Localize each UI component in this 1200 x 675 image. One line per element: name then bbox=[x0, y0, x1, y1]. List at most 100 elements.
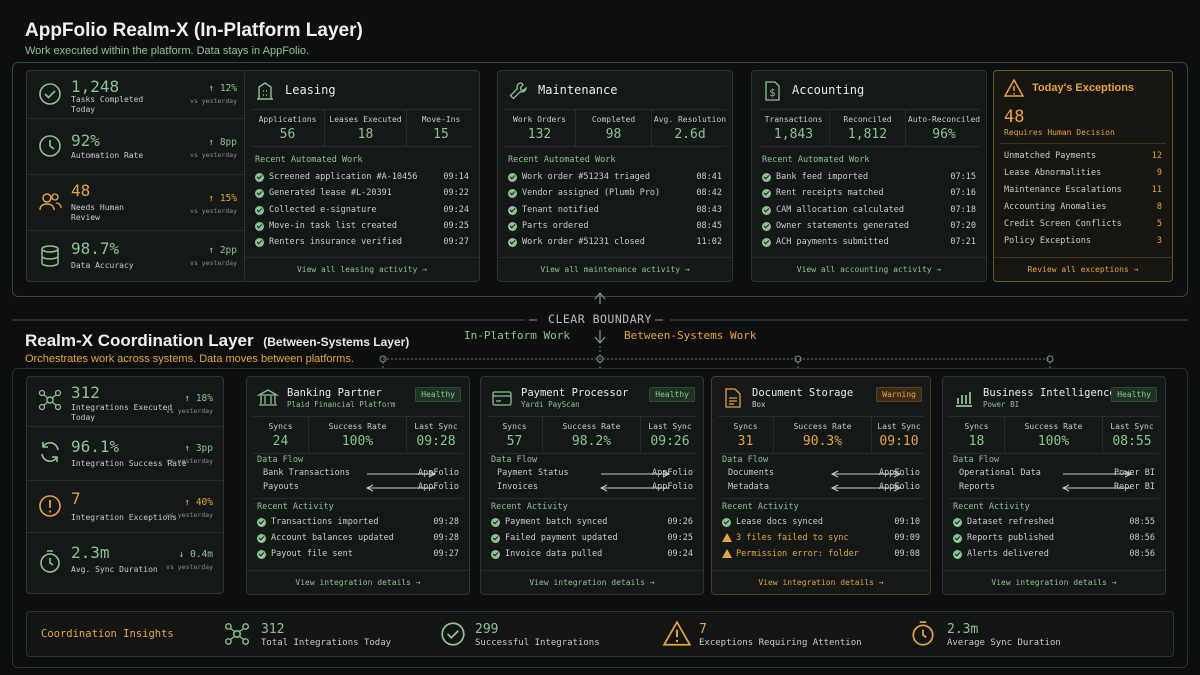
stat-delta: ↑ 12% bbox=[208, 83, 237, 94]
stat-vs: vs yesterday bbox=[190, 97, 237, 105]
check-icon bbox=[762, 189, 771, 198]
activity-item: Work order #51234 triaged 08:41 bbox=[508, 172, 722, 186]
review-exceptions-link[interactable]: Review all exceptions → bbox=[994, 257, 1172, 281]
view-integration-details-link[interactable]: View integration details → bbox=[943, 570, 1165, 594]
exception-row[interactable]: Accounting Anomalies 8 bbox=[1004, 202, 1162, 212]
timer-icon bbox=[40, 550, 60, 573]
integration-subtitle: Power BI bbox=[983, 400, 1020, 409]
metric-value: 15 bbox=[433, 127, 449, 142]
exception-row[interactable]: Credit Screen Conflicts 5 bbox=[1004, 219, 1162, 229]
view-integration-details-link[interactable]: View integration details → bbox=[247, 570, 469, 594]
leasing-card: Leasing Applications 56 Leases Executed 18… bbox=[244, 70, 480, 282]
between-systems-label: Between-Systems Work bbox=[624, 329, 757, 342]
warning-triangle-icon bbox=[663, 620, 691, 646]
data-flow-row: Payment Status AppFolio bbox=[497, 468, 693, 478]
metric-value: 56 bbox=[279, 127, 296, 142]
document-icon bbox=[725, 388, 741, 408]
network-icon bbox=[38, 389, 62, 411]
svg-text:$: $ bbox=[769, 88, 775, 99]
activity-item: Collected e-signature 09:24 bbox=[255, 205, 469, 219]
metric-value: 18 bbox=[357, 127, 374, 142]
status-badge: Healthy bbox=[415, 387, 461, 402]
exception-row[interactable]: Unmatched Payments 12 bbox=[1004, 151, 1162, 161]
activity-item: ACH payments submitted 07:21 bbox=[762, 237, 976, 251]
flow-arrow-icon bbox=[599, 484, 669, 492]
status-badge: Warning bbox=[876, 387, 922, 402]
stat-label-2: Today bbox=[71, 105, 96, 114]
boundary-label: CLEAR BOUNDARY bbox=[548, 312, 652, 326]
stat-tasks-completed: 1,248 Tasks Completed Today ↑ 12% vs yes… bbox=[27, 71, 247, 119]
people-icon bbox=[39, 193, 62, 211]
accounting-title: Accounting bbox=[792, 83, 865, 97]
view-accounting-link[interactable]: View all accounting activity → bbox=[752, 257, 986, 281]
check-icon bbox=[762, 206, 771, 215]
metric-value: 2.6d bbox=[674, 127, 706, 142]
stat-delta: ↑ 2pp bbox=[208, 245, 237, 256]
stat-value: 1,248 bbox=[71, 77, 120, 96]
integration-title: Payment Processor bbox=[521, 387, 629, 399]
data-flow-row: Operational Data Power BI bbox=[959, 468, 1155, 478]
building-icon bbox=[257, 82, 273, 100]
exception-row[interactable]: Lease Abnormalities 9 bbox=[1004, 168, 1162, 178]
bottom-layer-frame bbox=[12, 368, 1188, 668]
data-flow-row: Invoices AppFolio bbox=[497, 482, 693, 492]
view-integration-details-link[interactable]: View integration details → bbox=[712, 570, 930, 594]
section-label: Recent Automated Work bbox=[255, 155, 363, 165]
clock-icon bbox=[39, 135, 61, 157]
integration-title: Document Storage bbox=[752, 387, 854, 399]
data-flow-row: Payouts AppFolio bbox=[263, 482, 459, 492]
exception-row[interactable]: Maintenance Escalations 11 bbox=[1004, 185, 1162, 195]
metric-value: 1,843 bbox=[773, 127, 814, 142]
integration-card: Document Storage Box Warning Syncs 31 Success… bbox=[711, 376, 931, 595]
integration-card: Banking Partner Plaid Financial Platform H… bbox=[246, 376, 470, 595]
metric-label: Completed bbox=[591, 115, 636, 124]
stat-vs: vs yesterday bbox=[190, 259, 237, 267]
stat-label: Tasks Completed bbox=[71, 95, 144, 104]
check-icon bbox=[491, 550, 500, 559]
recent-activity-label: Recent Activity bbox=[953, 502, 1030, 512]
coordination-insights-bar: Coordination Insights 312 Total Integrat… bbox=[26, 611, 1174, 657]
metric-label: Avg. Resolution bbox=[653, 115, 727, 124]
leasing-title: Leasing bbox=[285, 83, 336, 97]
metric-value: 1,812 bbox=[847, 127, 888, 142]
stat-automation-rate: 92% Automation Rate ↑ 8pp vs yesterday bbox=[27, 119, 247, 175]
view-leasing-link[interactable]: View all leasing activity → bbox=[245, 257, 479, 281]
stat-delta: ↑ 15% bbox=[208, 193, 237, 204]
metric-value: 132 bbox=[527, 127, 552, 142]
exception-row[interactable]: Policy Exceptions 3 bbox=[1004, 236, 1162, 246]
bar-chart-icon bbox=[956, 392, 972, 407]
check-icon bbox=[255, 206, 264, 215]
stat-value: 92% bbox=[71, 131, 100, 150]
view-integration-details-link[interactable]: View integration details → bbox=[481, 570, 703, 594]
bottom-stats-card: 312 Integrations Executed Today ↑ 18% vs… bbox=[26, 376, 224, 594]
stat-value: 7 bbox=[71, 489, 81, 508]
stat-value: 98.7% bbox=[71, 239, 120, 258]
stat-label-2: Today bbox=[71, 413, 96, 422]
stat-delta: ↓ 0.4m bbox=[178, 549, 213, 560]
alert-circle-icon bbox=[39, 495, 61, 517]
stat-delta: ↑ 18% bbox=[184, 393, 213, 404]
network-icon bbox=[224, 623, 250, 645]
flow-arrow-icon bbox=[830, 484, 902, 492]
boundary-lines bbox=[12, 292, 1188, 368]
view-maintenance-link[interactable]: View all maintenance activity → bbox=[498, 257, 732, 281]
integration-card: Payment Processor Yardi PayScan Healthy Syn… bbox=[480, 376, 704, 595]
activity-item: Vendor assigned (Plumb Pro) 08:42 bbox=[508, 188, 722, 202]
metric-value: 96% bbox=[932, 127, 956, 142]
insights-title: Coordination Insights bbox=[41, 628, 174, 640]
flow-arrow-icon bbox=[365, 484, 435, 492]
stat-vs: vs yesterday bbox=[190, 207, 237, 215]
metric-label: Reconciled bbox=[843, 115, 892, 124]
recent-activity-label: Recent Activity bbox=[722, 502, 799, 512]
top-layer-subtitle: Work executed within the platform. Data … bbox=[25, 45, 310, 57]
stat-delta: ↑ 3pp bbox=[184, 443, 213, 454]
stat-integrations-executed: 312 Integrations Executed Today ↑ 18% vs… bbox=[27, 377, 223, 427]
check-icon bbox=[257, 550, 266, 559]
integration-title: Business Intelligence bbox=[983, 387, 1116, 399]
stat-vs: vs yesterday bbox=[166, 457, 213, 465]
recent-activity-label: Recent Activity bbox=[257, 502, 334, 512]
stat-label: Needs Human bbox=[71, 203, 124, 212]
check-icon bbox=[255, 189, 264, 198]
check-circle-icon bbox=[441, 622, 465, 646]
flow-arrow-icon bbox=[601, 470, 671, 478]
